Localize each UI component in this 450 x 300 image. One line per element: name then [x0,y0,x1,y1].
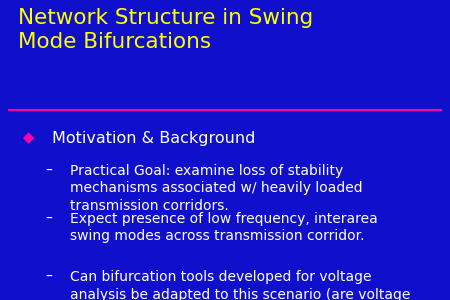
Text: Motivation & Background: Motivation & Background [52,130,255,146]
Text: Practical Goal: examine loss of stability
mechanisms associated w/ heavily loade: Practical Goal: examine loss of stabilit… [70,164,362,213]
Text: –: – [45,164,52,178]
Text: –: – [45,270,52,284]
Text: Network Structure in Swing
Mode Bifurcations: Network Structure in Swing Mode Bifurcat… [18,8,313,52]
Text: Can bifurcation tools developed for voltage
analysis be adapted to this scenario: Can bifurcation tools developed for volt… [70,270,410,300]
Text: Expect presence of low frequency, interarea
swing modes across transmission corr: Expect presence of low frequency, intera… [70,212,378,243]
Text: ◆: ◆ [22,130,34,146]
Text: –: – [45,212,52,226]
